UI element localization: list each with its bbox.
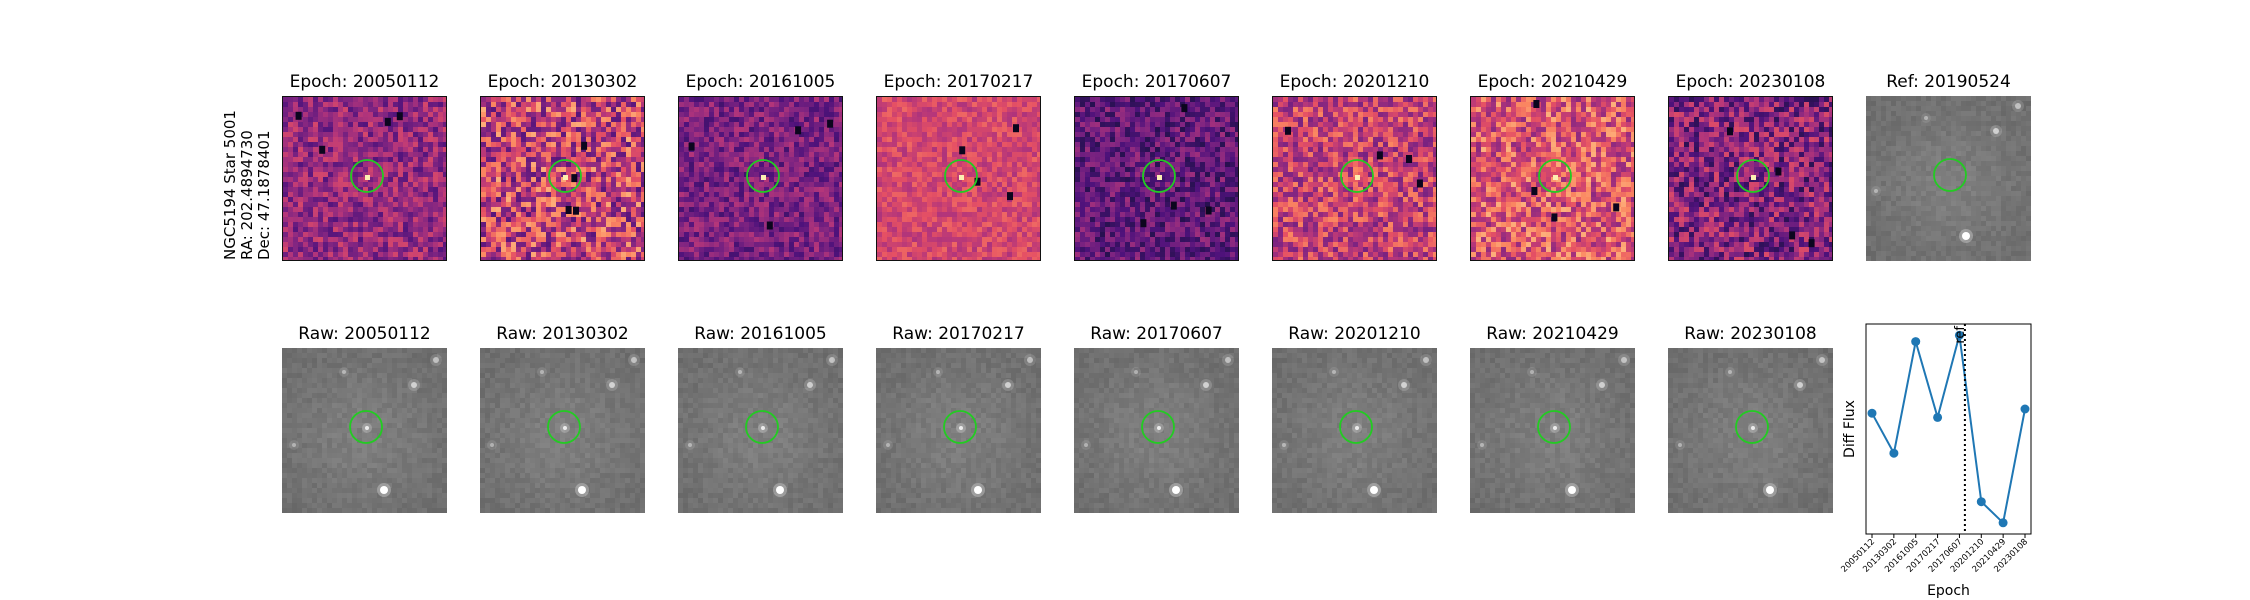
raw-panel-title: Raw: 20201210 — [1288, 324, 1421, 344]
raw-panel-title: Raw: 20050112 — [298, 324, 431, 344]
target-aperture-circle — [1339, 410, 1373, 444]
raw-panel-title: Raw: 20130302 — [496, 324, 629, 344]
target-aperture-circle — [350, 159, 384, 193]
light-curve-chart: ref2005011220130302201610052017021720170… — [1840, 323, 2032, 599]
target-aperture-circle — [943, 410, 977, 444]
raw-image — [678, 348, 843, 513]
x-axis-label: Epoch — [1927, 583, 1970, 599]
difference-panel-title: Epoch: 20201210 — [1279, 72, 1430, 92]
difference-panel-title: Epoch: 20170607 — [1081, 72, 1232, 92]
target-aperture-circle — [944, 159, 978, 193]
difference-panel-title: Epoch: 20170217 — [883, 72, 1034, 92]
target-aperture-circle — [1141, 410, 1175, 444]
target-name: NGC5194 Star 5001 — [221, 110, 239, 260]
target-aperture-circle — [547, 410, 581, 444]
target-aperture-circle — [1538, 159, 1572, 193]
diff-flux-point — [1933, 412, 1943, 422]
raw-image — [1470, 348, 1635, 513]
target-aperture-circle — [746, 159, 780, 193]
difference-panel-title: Epoch: 20230108 — [1675, 72, 1826, 92]
reference-image — [1866, 96, 2031, 261]
raw-image — [1668, 348, 1833, 513]
diff-flux-point — [1867, 408, 1877, 418]
difference-panel-title: Epoch: 20050112 — [289, 72, 440, 92]
target-aperture-circle — [1933, 158, 1967, 192]
diff-flux-point — [1976, 497, 1986, 507]
difference-image — [1668, 96, 1833, 261]
raw-image — [480, 348, 645, 513]
diff-flux-series-line — [1871, 335, 2026, 525]
difference-panel-title: Epoch: 20161005 — [685, 72, 836, 92]
difference-image — [1470, 96, 1635, 261]
target-dec: Dec: 47.1878401 — [255, 130, 273, 260]
target-aperture-circle — [1736, 159, 1770, 193]
difference-image — [1074, 96, 1239, 261]
target-aperture-circle — [1537, 410, 1571, 444]
y-axis-label: Diff Flux — [1842, 400, 1858, 458]
reference-line-label: ref — [1953, 326, 1968, 344]
target-aperture-circle — [1735, 410, 1769, 444]
difference-image — [480, 96, 645, 261]
target-aperture-circle — [349, 410, 383, 444]
raw-panel-title: Raw: 20210429 — [1486, 324, 1619, 344]
diff-flux-point — [2020, 404, 2030, 414]
target-aperture-circle — [1142, 159, 1176, 193]
difference-panel-title: Epoch: 20210429 — [1477, 72, 1628, 92]
diff-flux-point — [1998, 518, 2008, 528]
raw-image — [1074, 348, 1239, 513]
difference-image — [282, 96, 447, 261]
raw-panel-title: Raw: 20170607 — [1090, 324, 1223, 344]
raw-panel-title: Raw: 20161005 — [694, 324, 827, 344]
target-aperture-circle — [548, 159, 582, 193]
diff-flux-point — [1889, 448, 1899, 458]
raw-panel-title: Raw: 20170217 — [892, 324, 1025, 344]
target-ra: RA: 202.4894730 — [238, 130, 256, 260]
reference-panel-title: Ref: 20190524 — [1886, 72, 2011, 92]
raw-image — [876, 348, 1041, 513]
difference-panel-title: Epoch: 20130302 — [487, 72, 638, 92]
raw-image — [282, 348, 447, 513]
target-label: NGC5194 Star 5001 RA: 202.4894730 Dec: 4… — [221, 110, 273, 260]
diff-flux-point — [1911, 337, 1921, 347]
target-aperture-circle — [1340, 159, 1374, 193]
light-curve-axes — [1865, 323, 2032, 535]
difference-image — [678, 96, 843, 261]
diff-flux-point — [1954, 330, 1964, 340]
difference-image — [1272, 96, 1437, 261]
raw-image — [1272, 348, 1437, 513]
target-aperture-circle — [745, 410, 779, 444]
difference-image — [876, 96, 1041, 261]
raw-panel-title: Raw: 20230108 — [1684, 324, 1817, 344]
